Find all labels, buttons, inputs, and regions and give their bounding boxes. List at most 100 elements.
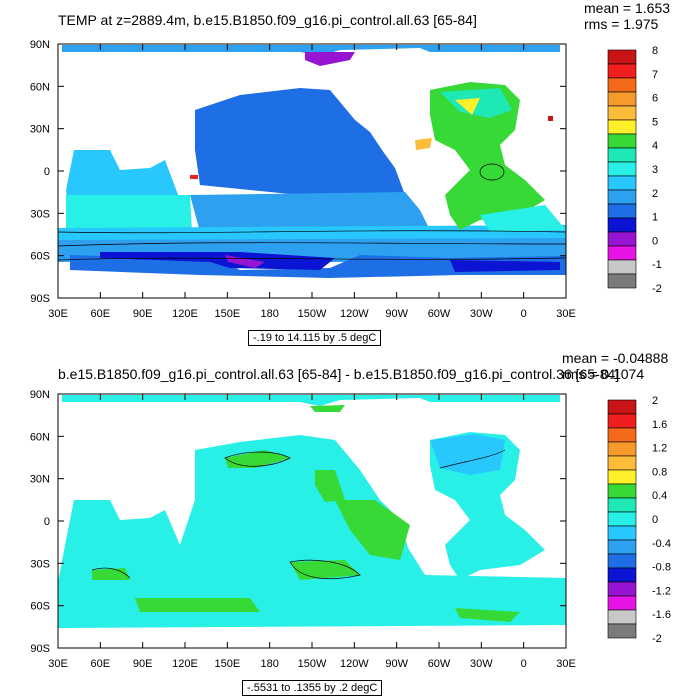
y-tick-label: 90S (30, 293, 50, 305)
colorbar-label: -0.8 (652, 562, 671, 574)
colorbar-swatch (607, 245, 637, 261)
y-tick-label: 60N (30, 431, 50, 443)
x-tick-label: 0 (521, 308, 527, 320)
region-north-atlantic (430, 434, 505, 475)
colorbar-swatch (607, 231, 637, 247)
region-red-sea (548, 116, 553, 121)
colorbar-label: 5 (652, 116, 658, 128)
colorbar-label: 0 (652, 514, 658, 526)
axis-ticks: 30E 60E 90E 120E 150E 180 150W 120W 90W 60W 30W 0 30… (30, 389, 576, 670)
colorbar-swatch (607, 119, 637, 135)
y-tick-label: 30S (30, 558, 50, 570)
contour-line (439, 449, 506, 469)
colorbar-swatch (607, 133, 637, 149)
y-tick-label: 0 (44, 166, 50, 178)
region-pacific-green (225, 450, 290, 468)
mean-stat: mean = -0.04888 (562, 350, 669, 366)
colorbar-label: 0.4 (652, 490, 667, 502)
x-tick-label: 180 (260, 658, 278, 670)
y-tick-label: 60S (30, 601, 50, 613)
region-south-atlantic (480, 205, 566, 232)
ocean-field (58, 395, 566, 628)
colorbar-swatch (607, 259, 637, 275)
region-med (415, 138, 432, 150)
colorbar-label: 3 (652, 164, 658, 176)
colorbar-swatch (607, 273, 637, 289)
colorbar-swatch (607, 217, 637, 233)
contour-line (58, 230, 566, 234)
rms-stat: rms = 1.975 (584, 16, 659, 32)
contour-line (289, 559, 361, 580)
region-weddell-green (455, 608, 520, 622)
colorbar-label: -2 (652, 283, 662, 295)
colorbar: 8 7 6 5 4 3 2 1 0 -1 -2 (607, 45, 662, 295)
colorbar-label: 1.6 (652, 419, 667, 431)
x-tick-label: 90W (385, 308, 408, 320)
colorbar-swatch (607, 399, 637, 415)
colorbar-swatch (607, 553, 637, 569)
x-tick-label: 150W (298, 308, 327, 320)
colorbar-swatch (607, 623, 637, 639)
colorbar-swatch (607, 203, 637, 219)
region-red-spot (190, 175, 198, 179)
colorbar-label: -2 (652, 633, 662, 645)
region-south-indian (66, 195, 192, 235)
colorbar-label: -1.2 (652, 585, 671, 597)
axis-ticks: 30E 60E 90E 120E 150E 180 150W 120W 90W 60W 30W 0 30… (30, 39, 576, 320)
contour-line (224, 451, 291, 467)
colorbar-label: 7 (652, 69, 658, 81)
region-arctic-green (310, 405, 345, 412)
contour-line (479, 163, 505, 181)
region-labrador (455, 98, 480, 115)
contour-info-box: -.19 to 14.115 by .5 degC (248, 330, 382, 346)
x-tick-label: 120E (172, 658, 198, 670)
rms-stat: rms = 0.1074 (562, 366, 645, 382)
colorbar-swatch (607, 511, 637, 527)
x-tick-label: 120W (340, 658, 369, 670)
colorbar-swatch (607, 497, 637, 513)
region-global (58, 435, 566, 628)
region-arctic-purple (305, 52, 355, 66)
x-tick-label: 0 (521, 658, 527, 670)
x-tick-label: 150W (298, 658, 327, 670)
y-tick-label: 30N (30, 474, 50, 486)
x-tick-label: 180 (260, 308, 278, 320)
region-antarctic-deep (100, 252, 335, 270)
contour-line (91, 567, 131, 579)
colorbar-swatch (607, 175, 637, 191)
x-tick-label: 30W (470, 658, 493, 670)
colorbar-swatch (607, 147, 637, 163)
colorbar-label: 0 (652, 235, 658, 247)
x-tick-label: 90E (133, 658, 153, 670)
x-tick-label: 60E (91, 658, 111, 670)
colorbar-label: 8 (652, 45, 658, 57)
colorbar-label: 0.8 (652, 466, 667, 478)
colorbar-swatch (607, 441, 637, 457)
x-tick-label: 30E (48, 658, 68, 670)
y-tick-label: 0 (44, 516, 50, 528)
x-tick-label: 120E (172, 308, 198, 320)
colorbar-swatch (607, 567, 637, 583)
colorbar-swatch (607, 427, 637, 443)
region-pacific-green (315, 470, 345, 502)
colorbar-swatch (607, 539, 637, 555)
colorbar-swatch (607, 595, 637, 611)
contour-line (58, 257, 566, 261)
colorbar-swatch (607, 105, 637, 121)
region-south-pacific (190, 192, 430, 232)
colorbar-swatch (607, 77, 637, 93)
x-tick-label: 30E (556, 308, 576, 320)
colorbar-label: 1.2 (652, 443, 667, 455)
map-plot: 30E 60E 90E 120E 150E 180 150W 120W 90W 60W 30W 0 30… (30, 389, 671, 670)
colorbar-swatch (607, 483, 637, 499)
colorbar-label: 1 (652, 212, 658, 224)
y-tick-label: 90S (30, 643, 50, 655)
x-tick-label: 90W (385, 658, 408, 670)
colorbar-swatch (607, 469, 637, 485)
x-tick-label: 60E (91, 308, 111, 320)
region-indian-green (92, 568, 130, 580)
top-panel: TEMP at z=2889.4m, b.e15.B1850.f09_g16.p… (30, 0, 670, 346)
bottom-panel: b.e15.B1850.f09_g16.pi_control.all.63 [6… (0, 350, 700, 700)
colorbar-label: -1 (652, 259, 662, 271)
region-arctic (62, 45, 560, 56)
